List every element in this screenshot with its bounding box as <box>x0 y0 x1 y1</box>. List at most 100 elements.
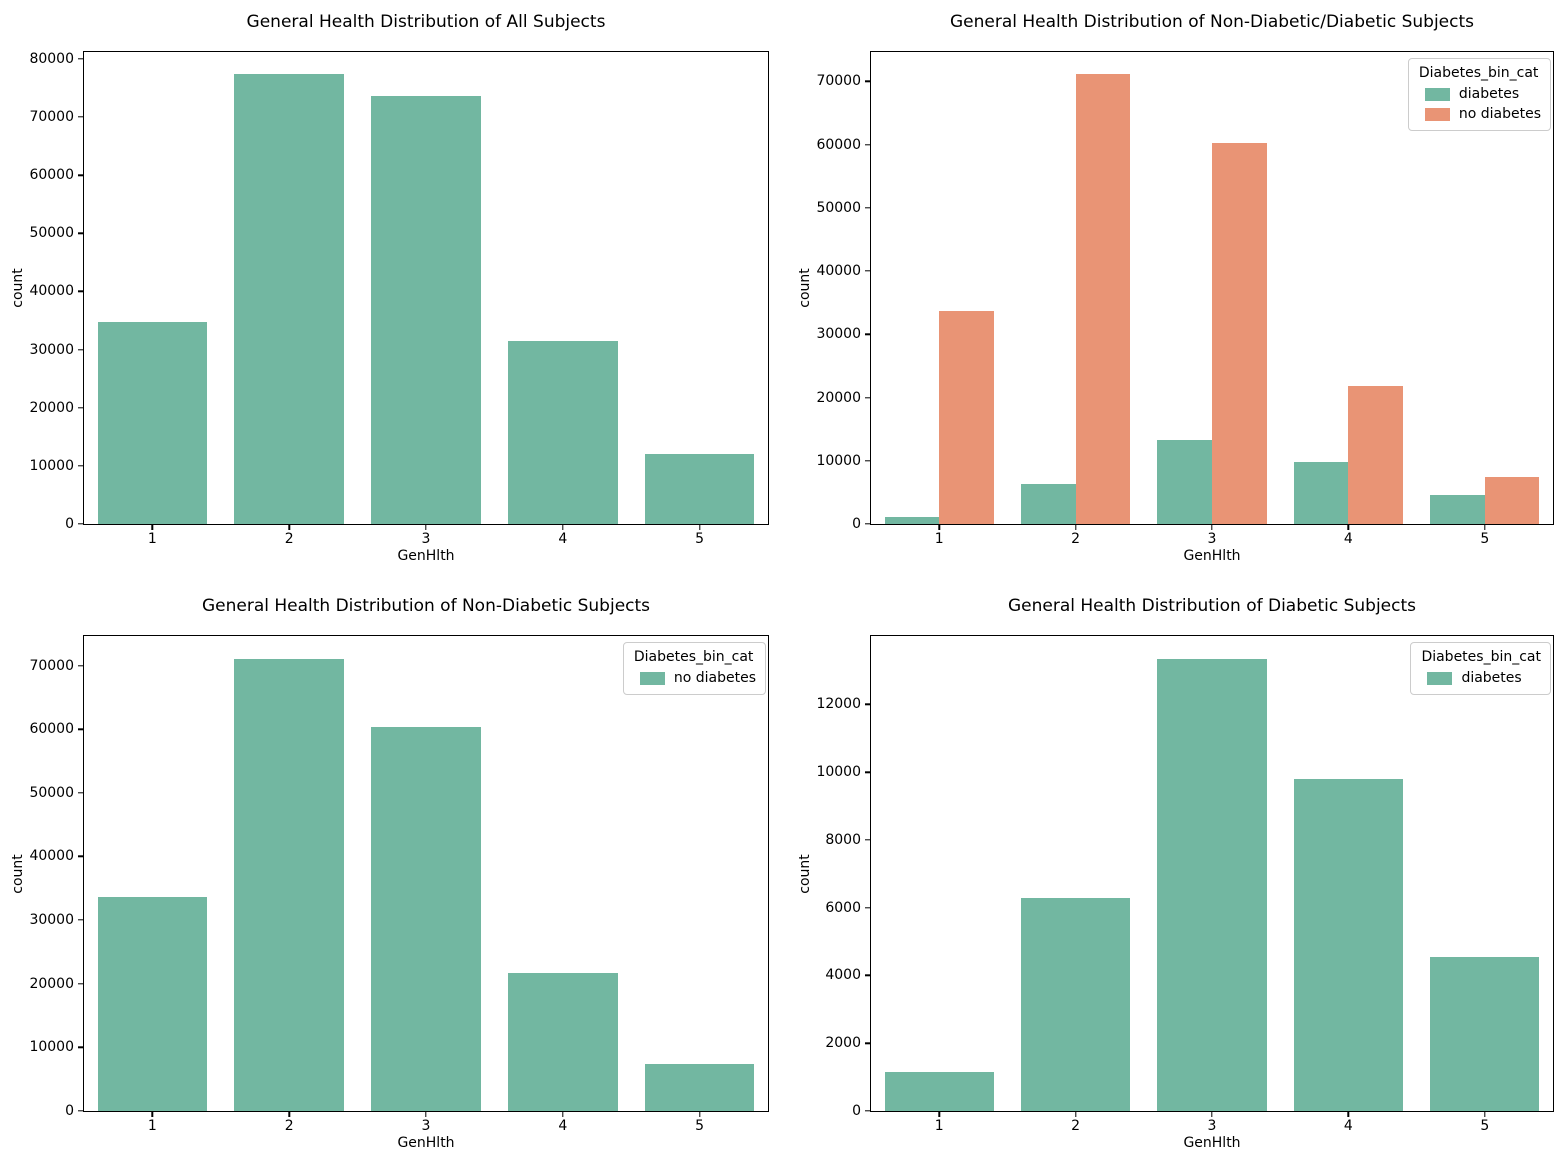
y-tick-label: 80000 <box>29 50 74 67</box>
x-axis-label: GenHlth <box>397 1135 455 1151</box>
y-tick-label: 40000 <box>816 263 861 280</box>
x-tick-mark <box>562 524 564 530</box>
x-tick-mark <box>698 1111 701 1117</box>
bar <box>939 311 994 524</box>
legend-title: Diabetes_bin_cat <box>1421 649 1541 665</box>
bar <box>1157 658 1267 1111</box>
y-tick-label: 0 <box>852 1103 861 1119</box>
y-tick-mark <box>78 1110 84 1112</box>
x-tick-label: 4 <box>558 1118 568 1134</box>
y-axis-label: count <box>797 853 813 894</box>
y-tick-mark <box>865 80 871 83</box>
legend-label: diabetes <box>1461 670 1522 686</box>
y-tick-mark <box>865 143 871 146</box>
y-tick-label: 0 <box>852 516 861 532</box>
y-tick-label: 70000 <box>29 657 74 674</box>
x-tick-mark <box>1211 1111 1213 1117</box>
legend-label: no diabetes <box>1458 106 1541 122</box>
y-tick-label: 20000 <box>29 975 74 992</box>
y-tick-label: 60000 <box>816 136 861 153</box>
x-tick-label: 4 <box>1343 531 1353 547</box>
y-tick-label: 10000 <box>29 1039 74 1056</box>
x-tick-mark <box>288 1111 290 1117</box>
y-tick-label: 40000 <box>29 283 74 300</box>
bar <box>371 96 481 524</box>
y-tick-mark <box>865 839 871 841</box>
y-tick-label: 10000 <box>816 764 861 781</box>
legend-swatch-icon <box>1424 107 1450 121</box>
legend-label: diabetes <box>1458 86 1520 102</box>
bar <box>97 321 208 524</box>
y-axis-label: count <box>797 268 813 308</box>
y-tick-mark <box>865 333 871 336</box>
x-tick-label: 2 <box>1071 531 1081 547</box>
x-axis-label: GenHlth <box>1183 548 1241 564</box>
legend-title: Diabetes_bin_cat <box>633 649 754 665</box>
subplot-nondiabetic-diabetic: General Health Distribution of Non-Diabe… <box>797 12 1554 564</box>
subplot-diabetic: General Health Distribution of Diabetic … <box>797 596 1554 1151</box>
y-tick-mark <box>865 396 871 399</box>
y-tick-label: 0 <box>65 1103 74 1119</box>
y-tick-label: 4000 <box>825 967 861 984</box>
y-tick-label: 6000 <box>825 899 861 916</box>
chart-title: General Health Distribution of Non-Diabe… <box>201 596 651 616</box>
bar <box>1075 74 1131 524</box>
y-tick-label: 50000 <box>816 199 861 216</box>
bar <box>644 454 755 524</box>
x-tick-label: 1 <box>147 1118 157 1134</box>
legend-swatch-icon <box>1427 671 1453 685</box>
y-tick-label: 60000 <box>29 721 74 738</box>
x-axis-label: GenHlth <box>397 548 455 564</box>
bar <box>508 972 618 1111</box>
y-tick-mark <box>78 728 84 730</box>
bar <box>1212 142 1267 524</box>
x-tick-mark <box>1484 524 1486 530</box>
y-tick-label: 10000 <box>816 452 861 469</box>
y-tick-mark <box>78 348 84 351</box>
bar <box>97 896 208 1111</box>
bar <box>1430 956 1540 1111</box>
y-tick-mark <box>78 983 84 985</box>
y-tick-mark <box>78 58 84 60</box>
x-tick-label: 3 <box>421 531 431 547</box>
y-tick-label: 2000 <box>825 1035 861 1052</box>
y-tick-mark <box>78 523 84 525</box>
y-tick-label: 30000 <box>29 341 74 358</box>
y-tick-mark <box>78 919 84 921</box>
bar <box>234 74 344 524</box>
bar <box>884 1072 994 1111</box>
y-tick-label: 30000 <box>29 912 74 929</box>
y-tick-mark <box>78 174 84 176</box>
x-tick-label: 1 <box>147 531 157 547</box>
y-tick-label: 10000 <box>29 457 74 474</box>
y-tick-label: 20000 <box>816 389 861 406</box>
y-tick-label: 8000 <box>825 831 861 848</box>
x-tick-mark <box>698 524 701 530</box>
y-tick-mark <box>865 1042 871 1044</box>
y-tick-mark <box>78 232 84 235</box>
x-tick-label: 4 <box>558 531 568 547</box>
bar <box>508 340 618 524</box>
legend-swatch-icon <box>1424 87 1450 101</box>
legend-entry: diabetes <box>1417 84 1541 104</box>
legend-entry: no diabetes <box>1417 104 1541 124</box>
y-tick-mark <box>78 465 84 467</box>
legend-entry: no diabetes <box>632 668 756 688</box>
y-tick-mark <box>865 460 871 462</box>
bar <box>1484 477 1540 524</box>
legend-entry: diabetes <box>1419 668 1541 688</box>
x-tick-mark <box>1074 524 1077 530</box>
x-tick-label: 1 <box>934 1118 944 1134</box>
y-tick-mark <box>865 771 871 773</box>
y-tick-mark <box>78 792 84 794</box>
x-tick-mark <box>1484 1111 1486 1117</box>
y-tick-mark <box>78 290 84 293</box>
y-tick-mark <box>865 270 871 272</box>
x-tick-mark <box>425 1111 427 1117</box>
bar <box>1021 897 1131 1111</box>
y-tick-mark <box>865 907 871 909</box>
chart-title: General Health Distribution of Diabetic … <box>1007 596 1417 616</box>
y-tick-label: 12000 <box>816 696 861 713</box>
